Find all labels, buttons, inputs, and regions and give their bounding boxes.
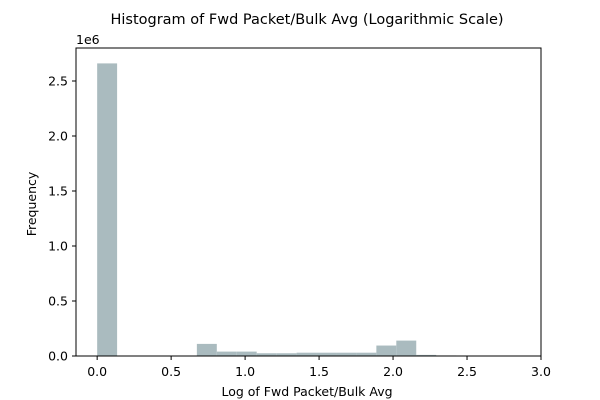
histogram-bar-5 [196, 343, 217, 356]
plot-frame [75, 47, 542, 357]
chart-title: Histogram of Fwd Packet/Bulk Avg (Logari… [110, 12, 503, 28]
x-tick-label: 1.0 [235, 364, 255, 379]
y-tick-label: 2.0 [48, 129, 68, 144]
y-tick-label: 1.0 [48, 239, 68, 254]
y-tick-label: 2.5 [48, 74, 68, 89]
x-axis-label: Log of Fwd Packet/Bulk Avg [221, 384, 392, 399]
histogram-bar-10 [296, 352, 317, 356]
y-axis-offset-label: 1e6 [76, 32, 100, 47]
histogram-bar-9 [276, 353, 297, 356]
histogram-bar-0 [97, 63, 118, 357]
y-axis: 0.0 0.5 1.0 1.5 2.0 2.5 [48, 74, 76, 364]
bars-layer [97, 63, 516, 357]
histogram-bar-12 [336, 352, 357, 356]
histogram-bar-6 [216, 351, 237, 356]
histogram-bar-7 [236, 351, 257, 356]
y-axis-label: Frequency [24, 171, 39, 236]
x-tick-label: 1.5 [309, 364, 329, 379]
histogram-bar-14 [376, 345, 397, 356]
histogram-bar-15 [396, 340, 417, 356]
y-tick-label: 1.5 [48, 184, 68, 199]
y-tick-label: 0.0 [48, 349, 68, 364]
x-tick-label: 0.5 [161, 364, 181, 379]
x-tick-label: 2.0 [383, 364, 403, 379]
x-tick-label: 2.5 [457, 364, 477, 379]
x-tick-label: 3.0 [531, 364, 551, 379]
x-tick-label: 0.0 [87, 364, 107, 379]
histogram-bar-13 [356, 352, 377, 356]
histogram-bar-16 [416, 354, 437, 356]
histogram-bar-11 [316, 352, 337, 356]
histogram-bar-8 [256, 353, 277, 356]
x-axis: 0.0 0.5 1.0 1.5 2.0 2.5 3.0 [87, 356, 551, 379]
y-tick-label: 0.5 [48, 294, 68, 309]
